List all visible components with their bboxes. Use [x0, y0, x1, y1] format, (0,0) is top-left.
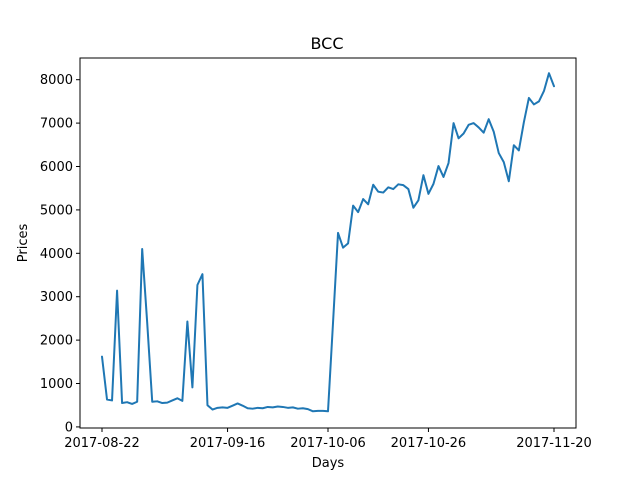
- y-tick-label: 2000: [40, 334, 73, 349]
- y-tick-label: 5000: [40, 203, 73, 218]
- x-tick-label: 2017-10-26: [391, 436, 467, 451]
- y-tick-label: 1000: [40, 377, 73, 392]
- x-axis-label: Days: [312, 456, 345, 471]
- y-tick-label: 0: [65, 420, 73, 435]
- chart-title: BCC: [310, 34, 343, 53]
- plot-frame: [79, 57, 577, 429]
- series-line: [101, 72, 555, 413]
- x-axis-ticks: 2017-08-22 2017-09-16 2017-10-06 2017-10-26…: [64, 428, 592, 451]
- y-axis-label: Prices: [16, 224, 31, 263]
- x-tick-label: 2017-11-20: [516, 436, 592, 451]
- y-tick-label: 3000: [40, 290, 73, 305]
- y-tick-label: 8000: [40, 73, 73, 88]
- x-tick-label: 2017-10-06: [290, 436, 366, 451]
- y-tick-label: 6000: [40, 160, 73, 175]
- y-tick-label: 4000: [40, 247, 73, 262]
- y-tick-label: 7000: [40, 117, 73, 132]
- x-tick-label: 2017-09-16: [190, 436, 266, 451]
- y-axis-ticks: 0 1000 2000 3000 4000 5000 6000 7000 8000: [40, 73, 80, 435]
- x-tick-label: 2017-08-22: [64, 436, 140, 451]
